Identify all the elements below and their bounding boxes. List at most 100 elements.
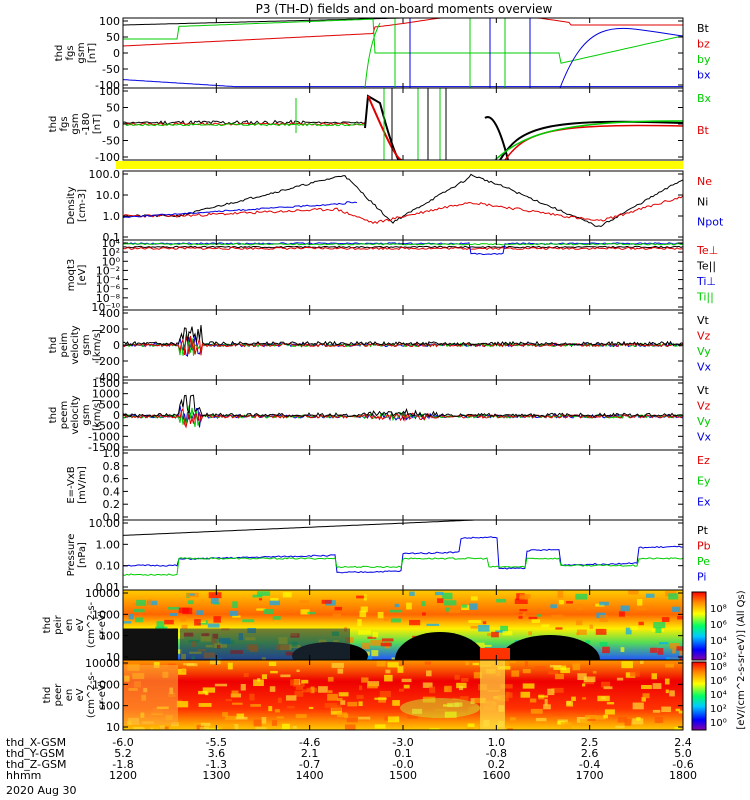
y-tick-label: 10² — [102, 246, 120, 259]
ephemeris-value: 1400 — [296, 769, 324, 782]
spectrogram-cell — [589, 624, 593, 629]
spectrogram-cell — [625, 627, 632, 635]
spectrogram-patch — [400, 698, 480, 718]
colorbar-tick: 10⁴ — [710, 636, 727, 647]
spectrogram-cell — [365, 656, 373, 660]
y-tick-label: -1000 — [88, 430, 120, 443]
spectrogram-cell — [337, 697, 343, 702]
spectrogram-cell — [300, 609, 310, 615]
spectrogram-cell — [624, 718, 631, 726]
spectrogram-cell — [337, 668, 344, 674]
spectrogram-cell — [359, 685, 363, 691]
colorbar-tick: 10² — [710, 704, 727, 715]
spectrogram-patch — [123, 665, 178, 725]
legend-vy: Vy — [697, 415, 711, 428]
ephemeris-row-label: thd_Z-GSM — [6, 758, 66, 771]
spectrogram-cell — [271, 720, 278, 726]
spectrogram-cell — [167, 606, 179, 610]
spectrogram-cell — [461, 677, 469, 682]
ephemeris-value: 2.1 — [301, 747, 319, 760]
spectrogram-cell — [347, 701, 358, 707]
series-ni — [123, 173, 683, 228]
spectrogram-cell — [454, 674, 460, 680]
spectrogram-cell — [529, 698, 537, 703]
spectrogram-cell — [659, 642, 669, 645]
spectrogram-cell — [136, 599, 147, 606]
spectrogram-cell — [202, 687, 216, 693]
spectrogram-cell — [194, 619, 201, 626]
spectrogram-cell — [387, 716, 400, 723]
y-tick-label: -400 — [95, 371, 120, 384]
spectrogram-cell — [575, 593, 588, 600]
spectrogram-cell — [253, 719, 262, 727]
spectrogram-cell — [557, 591, 564, 598]
spectrogram-cell — [172, 632, 185, 639]
spectrogram-cell — [666, 657, 680, 660]
spectrogram-cell — [403, 684, 410, 689]
spectrogram-cell — [582, 683, 586, 687]
series-ne — [123, 195, 683, 224]
spectrogram-cell — [625, 615, 630, 619]
y-axis-label: [eV] — [77, 265, 88, 286]
spectrogram-cell — [599, 642, 608, 647]
ephemeris-row-label: thd_X-GSM — [6, 736, 66, 749]
series-by-recovery — [494, 120, 683, 160]
spectrogram-cell — [665, 689, 669, 694]
y-axis-label: eV — [75, 618, 86, 631]
ephemeris-value: 1200 — [109, 769, 137, 782]
y-tick-label: 1000 — [92, 678, 120, 691]
y-tick-label: 100 — [99, 15, 120, 28]
spectrogram-cell — [133, 608, 145, 613]
spectrogram-cell — [231, 690, 239, 698]
spectrogram-cell — [207, 623, 220, 628]
spectrogram-cell — [551, 687, 564, 693]
y-tick-label: 10000 — [85, 657, 120, 670]
legend-bt: Bt — [697, 22, 710, 35]
legend-ti: Ti|| — [696, 291, 714, 304]
series-pe — [123, 557, 683, 576]
y-axis-label: thd — [48, 407, 59, 424]
spectrogram-cell — [292, 725, 297, 729]
spectrogram-patch — [480, 660, 505, 730]
spectrogram-cell — [390, 618, 401, 623]
spectrogram-cell — [448, 609, 461, 613]
y-tick-label: 50 — [106, 102, 120, 115]
spectrogram-cell — [676, 646, 683, 651]
spectrogram-cell — [384, 674, 393, 682]
legend-ti: Ti⊥ — [696, 275, 716, 288]
spectrogram-cell — [147, 599, 152, 606]
spectrogram-cell — [635, 604, 647, 611]
spectrogram-cell — [480, 729, 491, 730]
y-tick-label: 0.1 — [103, 231, 121, 244]
spectrogram-noise — [180, 628, 350, 660]
spectrogram-cell — [193, 722, 206, 726]
spectrogram-cell — [482, 621, 487, 625]
spectrogram-cell — [672, 648, 676, 654]
y-tick-label: 10⁻² — [96, 264, 120, 277]
ephemeris-value: -0.4 — [579, 758, 600, 771]
spectrogram-cell — [630, 670, 640, 677]
spectrogram-cell — [424, 661, 431, 665]
spectrogram-cell — [549, 664, 562, 668]
colorbar-tick: 10⁶ — [710, 620, 727, 631]
spectrogram-cell — [176, 701, 189, 708]
spectrogram-cell — [606, 702, 615, 705]
spectrogram-cell — [225, 699, 233, 702]
spectrogram-cell — [301, 679, 309, 684]
y-axis-label: thd — [42, 687, 53, 704]
spectrogram-cell — [181, 668, 186, 673]
spectrogram-cell — [380, 642, 392, 647]
spectrogram-cell — [654, 717, 664, 724]
spectrogram-cell — [674, 726, 681, 730]
spectrogram-cell — [472, 662, 480, 666]
ephemeris-value: 2.5 — [581, 736, 599, 749]
panel-3: 100.0 10.0 1.0 0.1 Density [cm-3] Ne Ni Npot — [66, 168, 724, 244]
spectrogram-cell — [652, 709, 661, 713]
spectrogram-cell — [302, 689, 312, 693]
panel-plot-area — [123, 590, 683, 660]
spectrogram-cell — [632, 702, 644, 710]
spectrogram-cell — [252, 594, 263, 598]
y-axis-label: gsm — [76, 42, 87, 63]
ephemeris-value: 5.0 — [674, 747, 692, 760]
legend-ey: Ey — [697, 475, 711, 488]
